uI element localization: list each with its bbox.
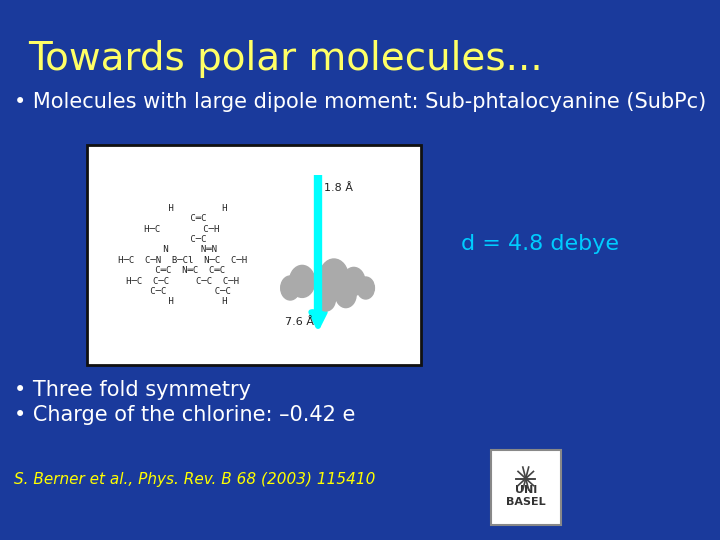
Text: 1.8 Å: 1.8 Å — [325, 183, 354, 193]
Circle shape — [281, 276, 300, 300]
Circle shape — [336, 281, 356, 308]
Text: Towards polar molecules...: Towards polar molecules... — [29, 40, 544, 78]
Circle shape — [357, 277, 374, 299]
Circle shape — [289, 265, 315, 298]
Text: d = 4.8 debye: d = 4.8 debye — [461, 234, 618, 254]
Text: S. Berner et al., Phys. Rev. B 68 (2003) 115410: S. Berner et al., Phys. Rev. B 68 (2003)… — [14, 472, 376, 487]
Text: 7.6 Å: 7.6 Å — [285, 317, 314, 327]
Text: • Three fold symmetry: • Three fold symmetry — [14, 380, 251, 400]
Circle shape — [343, 267, 365, 295]
Text: • Charge of the chlorine: –0.42 e: • Charge of the chlorine: –0.42 e — [14, 405, 356, 425]
Text: H         H
         C═C
   H─C        C─H
         C─C
      N      N═N
   H─C : H H C═C H─C C─H C─C N N═N H─C — [102, 204, 247, 306]
Text: • Molecules with large dipole moment: Sub-phtalocyanine (SubPc): • Molecules with large dipole moment: Su… — [14, 92, 706, 112]
FancyBboxPatch shape — [87, 145, 421, 365]
Text: UNI
BASEL: UNI BASEL — [506, 485, 546, 507]
Circle shape — [317, 287, 336, 311]
Circle shape — [320, 259, 348, 295]
FancyBboxPatch shape — [491, 450, 561, 525]
